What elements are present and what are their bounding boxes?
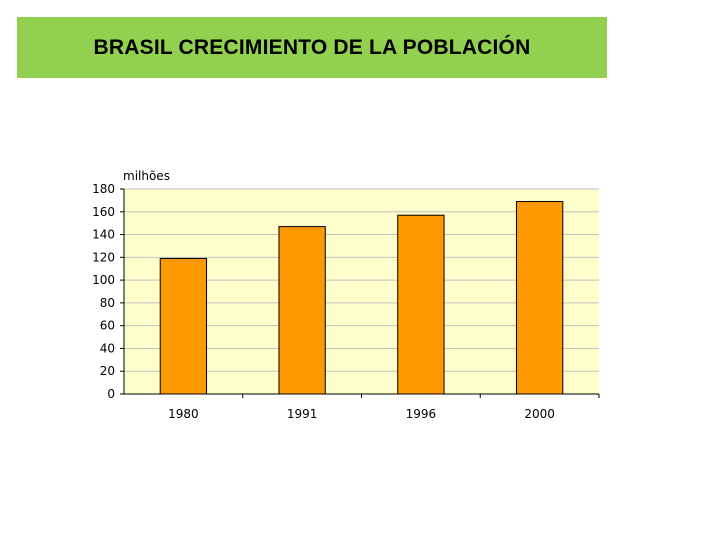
bar-1980 bbox=[159, 257, 208, 395]
title-banner: BRASIL CRECIMIENTO DE LA POBLACIÓN bbox=[17, 17, 607, 78]
x-tick-label-2000: 2000 bbox=[524, 407, 555, 421]
x-tick-labels: 1980 1991 1996 2000 bbox=[168, 407, 555, 421]
x-tick-label-1991: 1991 bbox=[287, 407, 318, 421]
bar-1991 bbox=[278, 226, 326, 395]
bars bbox=[159, 201, 564, 395]
y-tick-label: 80 bbox=[100, 296, 115, 310]
y-tick-label: 40 bbox=[100, 341, 115, 355]
y-tick-label: 60 bbox=[100, 319, 115, 333]
bar-2000 bbox=[515, 201, 564, 395]
axes bbox=[120, 188, 600, 398]
x-tick-label-1980: 1980 bbox=[168, 407, 199, 421]
y-tick-label: 180 bbox=[92, 182, 115, 196]
bar-1996 bbox=[397, 214, 445, 395]
y-tick-labels: 0 20 40 60 80 100 120 140 160 180 bbox=[92, 182, 115, 401]
page-title: BRASIL CRECIMIENTO DE LA POBLACIÓN bbox=[93, 35, 531, 59]
y-axis-unit-label: milhões bbox=[123, 169, 170, 183]
y-tick-label: 120 bbox=[92, 250, 115, 264]
x-tick-label-1996: 1996 bbox=[406, 407, 437, 421]
y-tick-label: 0 bbox=[107, 387, 115, 401]
y-tick-label: 160 bbox=[92, 205, 115, 219]
y-tick-label: 20 bbox=[100, 364, 115, 378]
y-tick-label: 140 bbox=[92, 228, 115, 242]
y-tick-label: 100 bbox=[92, 273, 115, 287]
